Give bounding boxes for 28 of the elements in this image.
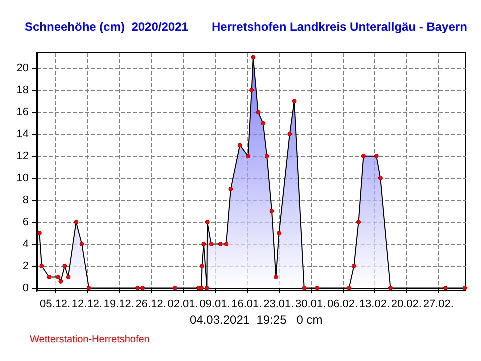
y-tick-label: 12 (16, 150, 29, 162)
text: Wetterstation-Herretshofen (30, 334, 150, 346)
x-tick-label: 12.12. (72, 298, 102, 310)
x-tick-label: 09.01. (200, 298, 230, 310)
chart-subtitle: Herretshofen Landkreis Unterallgäu - Bayern (212, 20, 468, 34)
x-tick-label: 06.02. (327, 298, 358, 310)
x-tick-label: 13.02. (359, 298, 390, 310)
y-tick-label: 6 (22, 216, 29, 228)
y-tick-label: 10 (16, 172, 29, 184)
x-tick-label: 19.12. (104, 298, 134, 310)
y-tick-label: 2 (22, 260, 29, 272)
x-tick-label: 16.01. (232, 298, 262, 310)
x-tick-label: 27.02. (423, 298, 454, 310)
chart-title: Schneehöhe (cm) 2020/2021 (25, 20, 189, 34)
x-tick-label: 26.12. (136, 298, 166, 310)
y-tick-label: 14 (16, 128, 29, 140)
y-tick-label: 18 (16, 84, 29, 96)
x-tick-label: 20.02. (391, 298, 422, 310)
text: 04.03.2021 19:25 0 cm (190, 313, 323, 327)
y-tick-label: 20 (16, 62, 29, 74)
x-tick-label: 23.01. (264, 298, 294, 310)
y-tick-label: 8 (22, 194, 29, 206)
y-tick-label: 0 (22, 282, 29, 294)
x-tick-label: 05.12. (40, 298, 71, 310)
y-tick-label: 16 (16, 106, 29, 118)
x-tick-label: 30.01. (296, 298, 326, 310)
x-tick-label: 02.01. (168, 298, 198, 310)
y-tick-label: 4 (22, 238, 29, 250)
